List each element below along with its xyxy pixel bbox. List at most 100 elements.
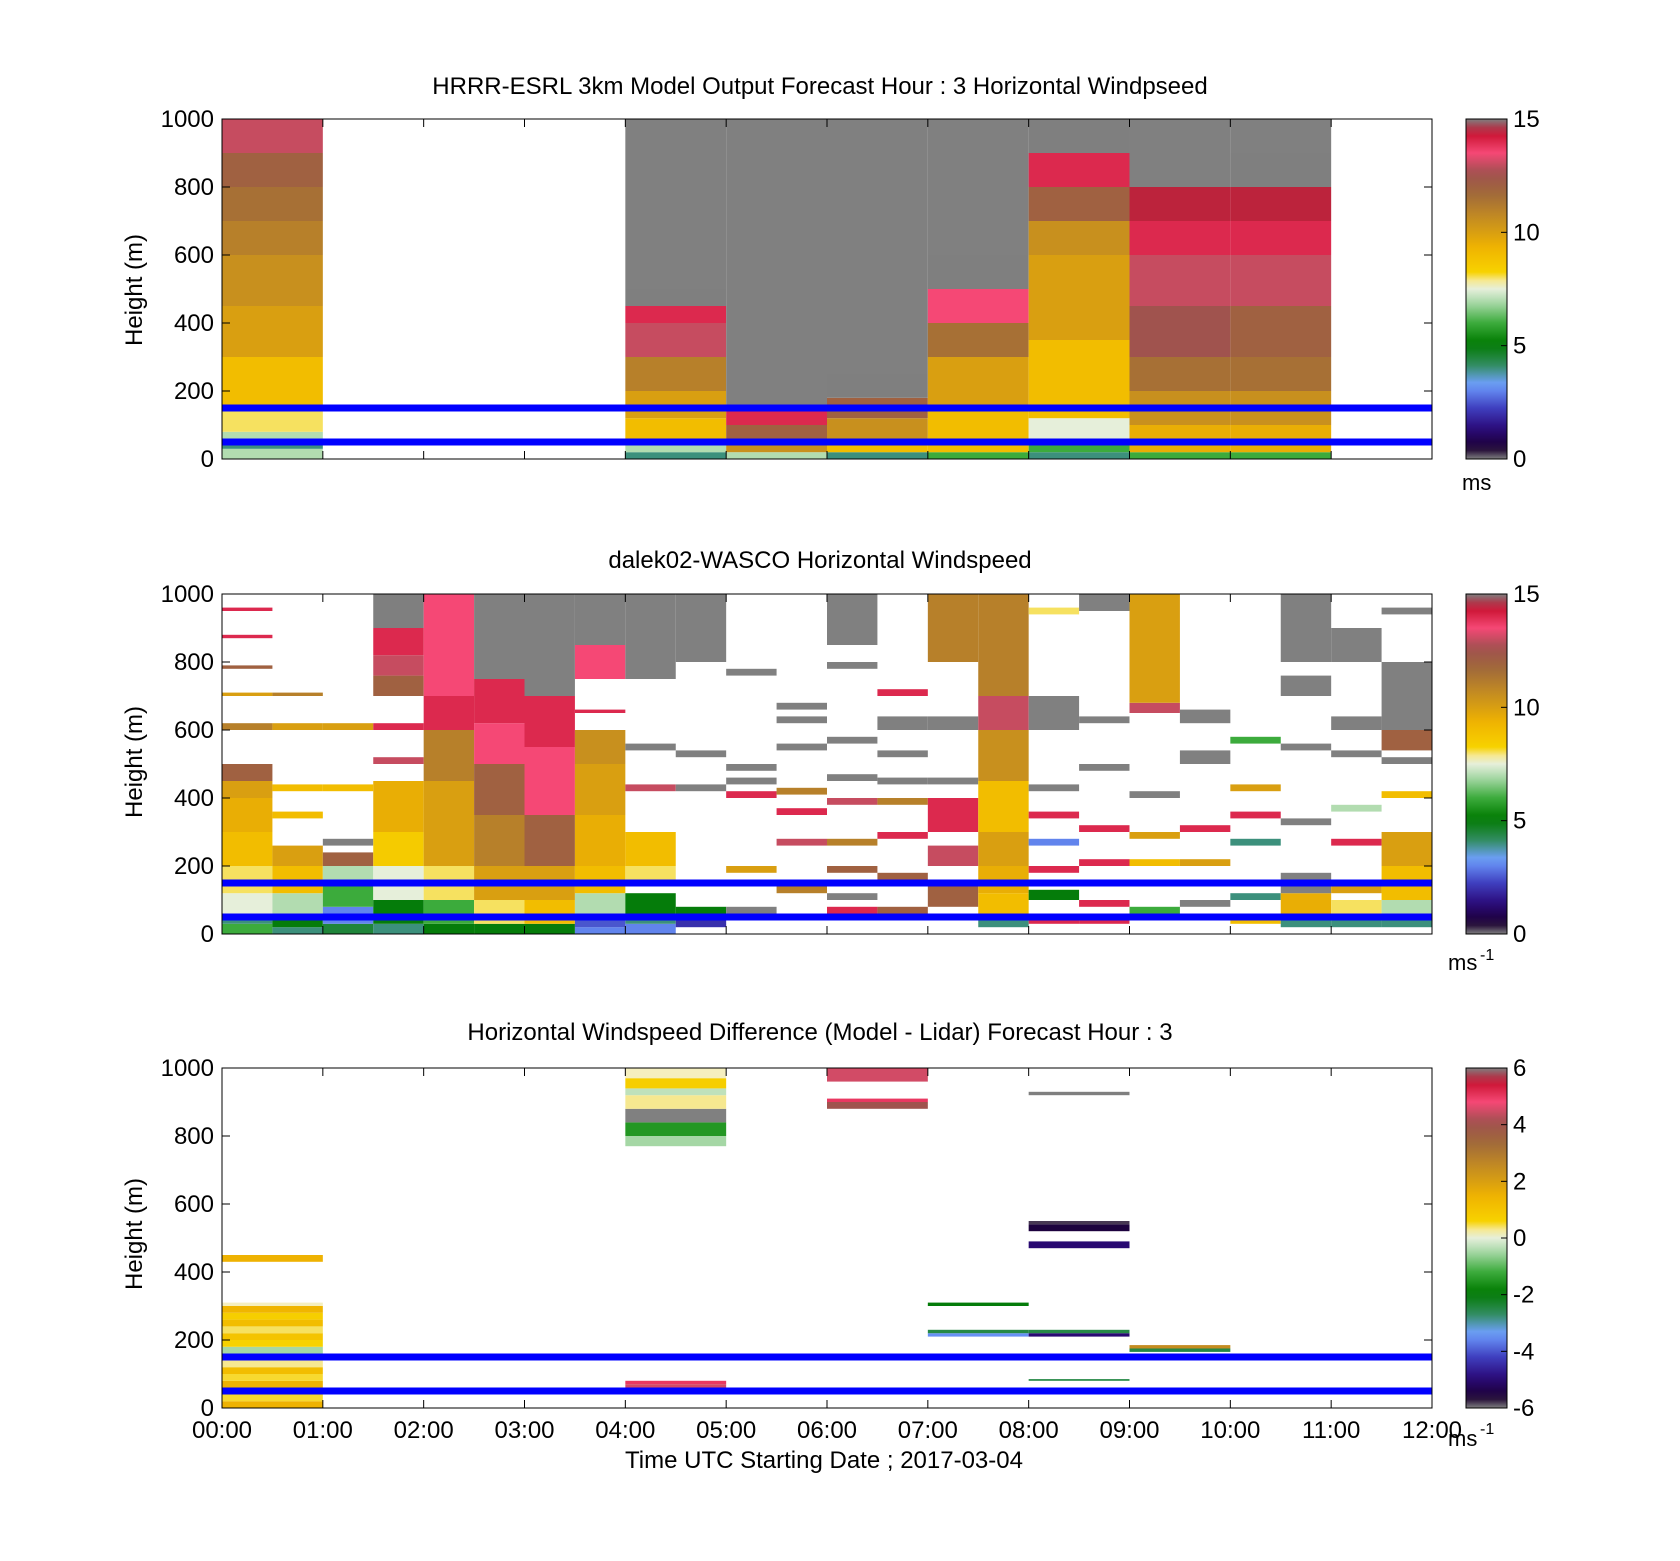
heatmap-cell: [827, 119, 928, 374]
heatmap-cell: [574, 927, 626, 934]
colorbar-gradient: [1465, 118, 1508, 460]
heatmap-cell: [625, 1122, 727, 1136]
heatmap-cell: [1331, 838, 1382, 846]
heatmap-cell: [1129, 119, 1231, 187]
heatmap-cell: [927, 408, 1029, 453]
heatmap-cell: [373, 655, 424, 676]
heatmap-cell: [776, 743, 827, 751]
x-tick-label: 00:00: [192, 1417, 252, 1444]
heatmap-cell: [272, 692, 323, 696]
heatmap-cell: [877, 832, 928, 839]
heatmap-cell: [1028, 889, 1080, 900]
heatmap-cell: [1230, 119, 1332, 153]
heatmap-cell: [1028, 221, 1130, 255]
y-tick-label: 400: [174, 785, 214, 812]
heatmap-cell: [1079, 716, 1130, 724]
heatmap-cell: [827, 662, 878, 669]
colorbar-gradient: [1465, 593, 1508, 935]
heatmap-cell: [625, 323, 727, 357]
heatmap-cell: [776, 838, 827, 846]
heatmap-cell: [827, 866, 878, 873]
y-tick-label: 800: [174, 174, 214, 201]
heatmap-cell: [222, 832, 273, 866]
heatmap-cell: [726, 452, 827, 459]
heatmap-cell: [474, 594, 525, 679]
heatmap-cell: [272, 845, 323, 866]
panel-model-plot: 0 200 400 600 800 1000 0 5 10 15: [161, 106, 1540, 473]
colorbar-tick-label: 6: [1513, 1055, 1526, 1082]
heatmap-cell: [726, 791, 777, 798]
y-tick-label: 200: [174, 1327, 214, 1354]
heatmap-cell: [423, 594, 475, 696]
heatmap-cell: [726, 408, 827, 425]
heatmap-cell: [222, 448, 323, 459]
heatmap-cell: [222, 1401, 323, 1408]
heatmap-cell: [1028, 1091, 1130, 1096]
heatmap-cell: [978, 832, 1029, 866]
heatmap-cell: [827, 893, 878, 900]
heatmap-cell: [373, 723, 424, 730]
heatmap-cell: [827, 1102, 928, 1109]
y-tick-label: 1000: [161, 106, 214, 133]
heatmap-cell: [927, 452, 1029, 459]
y-tick-label: 1000: [161, 1055, 214, 1082]
heatmap-cell: [1028, 255, 1130, 340]
heatmap-cell: [222, 781, 273, 798]
heatmap-cell: [927, 1333, 1029, 1337]
heatmap-cell: [524, 923, 575, 934]
panel-model-ylabel: Height (m): [121, 234, 148, 346]
heatmap-cell: [978, 696, 1029, 730]
y-tick-label: 200: [174, 853, 214, 880]
heatmap-cell: [827, 1068, 928, 1082]
colorbar-tick-label: 5: [1513, 333, 1526, 360]
heatmap-cell: [1129, 594, 1180, 703]
heatmap-cell: [726, 425, 827, 439]
heatmap-cell: [222, 431, 323, 442]
heatmap-cell: [222, 1312, 323, 1320]
heatmap-cell: [574, 815, 626, 866]
panel-model: HRRR-ESRL 3km Model Output Forecast Hour…: [121, 73, 1540, 495]
heatmap-cell: [373, 923, 424, 934]
heatmap-cell: [1230, 893, 1281, 900]
heatmap-cell: [1280, 920, 1332, 928]
heatmap-cell: [1230, 784, 1281, 792]
colorbar-tick-label: 0: [1513, 921, 1526, 948]
y-tick-label: 600: [174, 717, 214, 744]
heatmap-cell: [474, 723, 525, 764]
heatmap-cell: [1179, 900, 1231, 907]
heatmap-cell: [222, 1346, 323, 1354]
heatmap-cell: [1331, 750, 1382, 758]
panel-lidar-ylabel: Height (m): [121, 706, 148, 818]
heatmap-cell: [222, 1255, 323, 1262]
panel-difference-cbar-unit: ms: [1448, 1426, 1477, 1451]
heatmap-cell: [272, 927, 323, 934]
heatmap-cell: [625, 1108, 727, 1123]
heatmap-cell: [927, 1302, 1029, 1306]
heatmap-cell: [1230, 838, 1281, 846]
heatmap-cell: [827, 1098, 928, 1102]
heatmap-cell: [625, 289, 727, 306]
colorbar-tick-label: 15: [1513, 106, 1540, 133]
heatmap-cell: [272, 811, 323, 819]
heatmap-cell: [827, 838, 878, 846]
heatmap-cell: [574, 709, 626, 713]
x-tick-label: 07:00: [898, 1417, 958, 1444]
heatmap-cell: [827, 374, 928, 398]
x-tick-label: 03:00: [494, 1417, 554, 1444]
x-tick-label: 04:00: [595, 1417, 655, 1444]
heatmap-cell: [927, 289, 1029, 323]
heatmap-cell: [1179, 825, 1231, 832]
heatmap-cell: [373, 594, 424, 628]
heatmap-cell: [927, 845, 979, 866]
heatmap-cell: [1129, 187, 1231, 221]
heatmap-cell: [1028, 1221, 1130, 1225]
heatmap-cell: [827, 594, 878, 645]
heatmap-cell: [927, 798, 979, 832]
heatmap-cell: [272, 784, 323, 792]
heatmap-cell: [625, 1078, 727, 1089]
heatmap-cell: [726, 668, 777, 676]
heatmap-cell: [726, 906, 777, 914]
heatmap-cell: [625, 306, 727, 323]
heatmap-cell: [625, 1095, 727, 1109]
heatmap-cell: [927, 886, 979, 907]
